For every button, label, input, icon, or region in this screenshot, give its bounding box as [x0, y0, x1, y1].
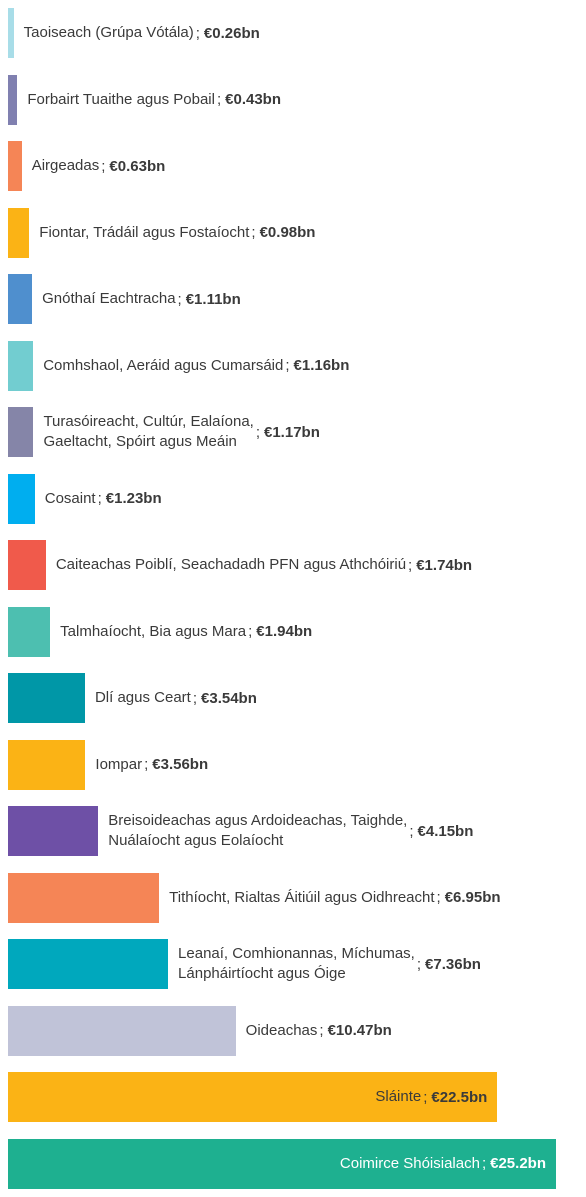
bar-label: Iompar; €3.56bn [95, 740, 208, 790]
value-label: €0.98bn [259, 224, 316, 241]
bar [8, 407, 34, 457]
value-label: €6.95bn [444, 889, 501, 906]
bar-label: Turasóireacht, Cultúr, Ealaíona, Gaeltac… [43, 407, 319, 457]
category-label: Oideachas [245, 1021, 318, 1039]
value-label: €0.63bn [109, 157, 166, 175]
bar-label: Oideachas; €10.47bn [246, 1006, 392, 1056]
bar-label: Cosaint; €1.23bn [45, 474, 162, 524]
separator: ; [195, 24, 200, 42]
bar [8, 274, 33, 324]
separator: ; [101, 157, 106, 175]
bar [8, 739, 86, 790]
bar [8, 939, 169, 989]
bar [8, 606, 51, 657]
bar-label: Comhshaol, Aeráid agus Cumarsáid; €1.16bn [43, 341, 349, 391]
separator: ; [423, 1088, 428, 1106]
bar-label: Dlí agus Ceart; €3.54bn [95, 673, 257, 723]
value-label: €25.2bn [490, 1155, 546, 1172]
category-label: Dlí agus Ceart [94, 689, 191, 706]
bar [8, 207, 30, 258]
value-label: €22.5bn [431, 1088, 488, 1106]
bar-label: Forbairt Tuaithe agus Pobail; €0.43bn [27, 75, 281, 125]
bar [8, 872, 160, 923]
value-label: €4.15bn [417, 822, 474, 840]
category-label: Fiontar, Trádáil agus Fostaíocht [39, 223, 250, 241]
bar [8, 540, 46, 590]
category-label: Forbairt Tuaithe agus Pobail [27, 90, 215, 108]
bar [8, 473, 35, 524]
separator: ; [255, 423, 260, 441]
bar [8, 8, 14, 58]
bar [8, 74, 18, 125]
value-label: €1.23bn [105, 490, 162, 507]
value-label: €1.74bn [416, 556, 473, 574]
category-label: Leanaí, Comhionannas, Míchumas, Lánpháir… [178, 945, 415, 982]
value-label: €7.36bn [425, 955, 481, 973]
bar [8, 141, 22, 191]
value-label: €1.16bn [293, 357, 350, 374]
separator: ; [481, 1155, 487, 1172]
separator: ; [319, 1022, 324, 1039]
separator: ; [97, 490, 102, 507]
bar-label: Taoiseach (Grúpa Vótála); €0.26bn [24, 8, 260, 58]
category-label: Comhshaol, Aeráid agus Cumarsáid [43, 356, 284, 374]
value-label: €1.11bn [185, 290, 241, 308]
bar-label: Gnóthaí Eachtracha; €1.11bn [42, 274, 241, 324]
bar [8, 673, 85, 723]
bar [8, 1138, 556, 1189]
value-label: €10.47bn [327, 1022, 392, 1039]
category-label: Airgeadas [31, 157, 100, 174]
value-label: €1.94bn [256, 623, 313, 640]
value-label: €0.26bn [203, 24, 260, 42]
category-label: Tithíocht, Rialtas Áitiúil agus Oidhreac… [169, 888, 435, 906]
separator: ; [177, 290, 182, 308]
bar-label: Fiontar, Trádáil agus Fostaíocht; €0.98bn [39, 208, 315, 258]
separator: ; [251, 224, 256, 241]
bar [8, 1005, 236, 1056]
separator: ; [285, 357, 290, 374]
category-label: Coimirce Shóisialach [339, 1154, 480, 1172]
category-label: Breisoideachas agus Ardoideachas, Taighd… [108, 812, 408, 849]
separator: ; [192, 689, 198, 707]
value-label: €3.56bn [152, 756, 209, 773]
separator: ; [144, 756, 149, 773]
value-label: €1.17bn [264, 423, 320, 441]
separator: ; [416, 955, 422, 973]
bar-label: Leanaí, Comhionannas, Míchumas, Lánpháir… [178, 939, 481, 989]
bar-label: Airgeadas; €0.63bn [32, 141, 166, 191]
category-label: Talmhaíocht, Bia agus Mara [60, 622, 247, 640]
separator: ; [248, 623, 253, 640]
category-label: Taoiseach (Grúpa Vótála) [23, 24, 194, 41]
value-label: €3.54bn [201, 689, 257, 707]
bar-label: Breisoideachas agus Ardoideachas, Taighd… [108, 806, 473, 856]
bar [8, 806, 99, 856]
separator: ; [436, 889, 441, 906]
bar-label: Tithíocht, Rialtas Áitiúil agus Oidhreac… [169, 873, 500, 923]
category-label: Cosaint [44, 489, 96, 507]
category-label: Iompar [95, 755, 143, 773]
separator: ; [216, 91, 222, 108]
bar-label: Caiteachas Poiblí, Seachadadh PFN agus A… [56, 540, 472, 590]
separator: ; [409, 822, 414, 840]
bar-label: Talmhaíocht, Bia agus Mara; €1.94bn [60, 607, 312, 657]
bar-label: Coimirce Shóisialach; €25.2bn [8, 1139, 546, 1189]
value-label: €0.43bn [225, 91, 282, 108]
separator: ; [408, 556, 413, 574]
bar [8, 1072, 498, 1122]
category-label: Caiteachas Poiblí, Seachadadh PFN agus A… [55, 556, 407, 573]
category-label: Turasóireacht, Cultúr, Ealaíona, Gaeltac… [43, 413, 254, 450]
category-label: Sláinte [375, 1088, 422, 1105]
category-label: Gnóthaí Eachtracha [42, 290, 176, 307]
bar [8, 340, 34, 391]
bar-label: Sláinte; €22.5bn [8, 1072, 487, 1122]
